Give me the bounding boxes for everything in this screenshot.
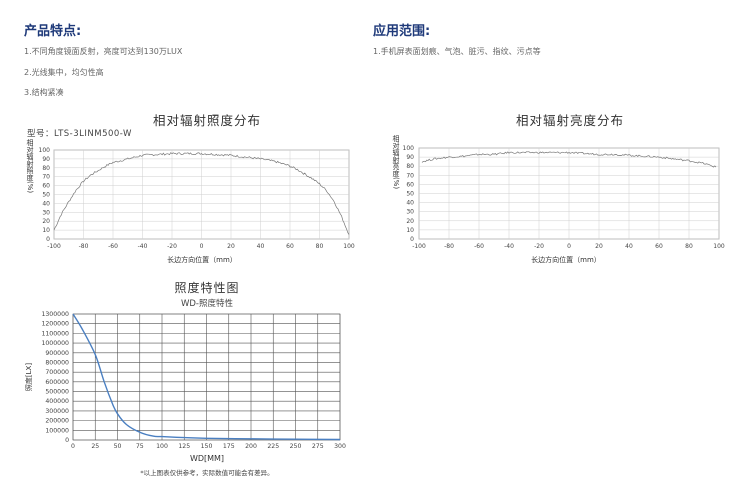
y-tick-label: 1300000	[41, 311, 69, 318]
x-tick-label: -40	[138, 243, 148, 250]
x-axis-title: WD[MM]	[190, 454, 224, 463]
y-tick-label: 60	[42, 183, 50, 190]
applications-heading: 应用范围:	[373, 24, 431, 39]
chart2-title: 相对辐射亮度分布	[515, 113, 625, 128]
x-tick-label: -20	[534, 243, 544, 250]
x-tick-label: 175	[223, 443, 235, 450]
x-tick-label: 20	[595, 243, 603, 250]
x-tick-label: 25	[91, 443, 99, 450]
x-tick-label: -60	[474, 243, 484, 250]
x-tick-label: -100	[412, 243, 426, 250]
y-tick-label: 1200000	[41, 321, 69, 328]
y-tick-label: 50	[406, 191, 414, 198]
y-axis-title: 照度[LX]	[24, 363, 33, 391]
x-tick-label: 60	[286, 243, 294, 250]
x-tick-label: 100	[156, 443, 168, 450]
y-axis-title: 相对辐射亮度(%)	[392, 134, 400, 189]
y-tick-label: 500000	[45, 389, 69, 396]
application-item: 1.手机屏表面划痕、气泡、脏污、指纹、污点等	[373, 47, 541, 56]
y-tick-label: 400000	[45, 398, 69, 405]
x-tick-label: -80	[444, 243, 454, 250]
y-tick-label: 100	[403, 145, 415, 152]
x-tick-label: 100	[713, 243, 725, 250]
y-tick-label: 30	[406, 209, 414, 216]
x-tick-label: 250	[290, 443, 302, 450]
feature-item: 1.不同角度镜面反射，亮度可达到130万LUX	[24, 47, 183, 56]
x-tick-label: 125	[178, 443, 190, 450]
chart-3: 0 100000 200000 300000 400000 500000 600000 700…	[24, 311, 346, 463]
x-tick-label: 225	[267, 443, 279, 450]
y-tick-label: 0	[46, 236, 50, 243]
x-tick-label: 200	[245, 443, 257, 450]
y-tick-label: 70	[406, 172, 414, 179]
x-tick-label: 80	[685, 243, 693, 250]
chart3-title: 照度特性图	[174, 281, 240, 295]
x-tick-label: 275	[312, 443, 324, 450]
chart-2: 0 10 20 30 40 50 60 70 80 90 100 -100 -80 -60 -40 -20 0 2…	[392, 134, 725, 264]
y-tick-label: 900000	[45, 350, 69, 357]
y-tick-label: 100	[39, 147, 51, 154]
y-tick-label: 1100000	[41, 330, 69, 337]
x-tick-label: 0	[71, 443, 75, 450]
y-tick-label: 20	[42, 218, 50, 225]
x-tick-label: 75	[136, 443, 144, 450]
y-tick-label: 600000	[45, 379, 69, 386]
model-label: 型号：LTS-3LINM500-W	[27, 129, 132, 139]
y-tick-label: 40	[406, 200, 414, 207]
y-tick-label: 20	[406, 218, 414, 225]
x-tick-label: -40	[504, 243, 514, 250]
y-axis-title: 相对辐射照度(%)	[26, 138, 34, 193]
series-line	[72, 313, 341, 441]
x-tick-label: 20	[227, 243, 235, 250]
y-tick-label: 80	[42, 165, 50, 172]
series-line	[421, 151, 717, 168]
chart1-title: 相对辐射照度分布	[152, 113, 262, 128]
y-tick-label: 300000	[45, 408, 69, 415]
x-tick-label: 0	[200, 243, 204, 250]
y-tick-label: 800000	[45, 359, 69, 366]
x-tick-label: -20	[167, 243, 177, 250]
x-tick-label: 40	[625, 243, 633, 250]
y-tick-label: 0	[410, 236, 414, 243]
y-tick-label: 70	[42, 174, 50, 181]
x-tick-label: 150	[201, 443, 213, 450]
x-tick-label: 300	[334, 443, 346, 450]
x-tick-label: -60	[108, 243, 118, 250]
series-line	[53, 152, 350, 235]
y-tick-label: 60	[406, 181, 414, 188]
y-tick-label: 40	[42, 200, 50, 207]
y-tick-label: 50	[42, 192, 50, 199]
x-tick-label: 80	[316, 243, 324, 250]
x-tick-label: -100	[47, 243, 61, 250]
y-tick-label: 10	[406, 227, 414, 234]
chart3-subtitle: WD-照度特性	[180, 299, 234, 309]
x-axis-title: 长边方向位置（mm）	[167, 255, 237, 264]
y-tick-label: 0	[65, 437, 69, 444]
feature-item: 3.结构紧凑	[24, 88, 64, 97]
features-heading: 产品特点:	[24, 24, 82, 39]
footnote: *以上图表仅供参考，实际数值可能会有差异。	[140, 469, 274, 477]
y-tick-label: 200000	[45, 418, 69, 425]
y-tick-label: 30	[42, 209, 50, 216]
y-tick-label: 1000000	[41, 340, 69, 347]
x-tick-label: 100	[343, 243, 355, 250]
y-tick-label: 90	[406, 154, 414, 161]
feature-item: 2.光线集中，均匀性高	[24, 68, 104, 77]
y-tick-label: 700000	[45, 369, 69, 376]
x-tick-label: -80	[79, 243, 89, 250]
x-tick-label: 40	[257, 243, 265, 250]
x-tick-label: 50	[114, 443, 122, 450]
y-tick-label: 100000	[45, 427, 69, 434]
y-tick-label: 10	[42, 227, 50, 234]
y-tick-label: 90	[42, 156, 50, 163]
y-tick-label: 80	[406, 163, 414, 170]
x-tick-label: 0	[567, 243, 571, 250]
x-axis-title: 长边方向位置（mm）	[531, 255, 601, 264]
x-tick-label: 60	[655, 243, 663, 250]
